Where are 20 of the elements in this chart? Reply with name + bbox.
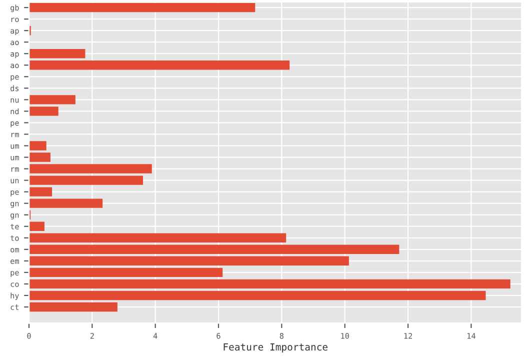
x-axis-title: Feature Importance xyxy=(224,343,328,352)
bar xyxy=(28,302,118,312)
bar xyxy=(28,49,86,58)
bar xyxy=(28,176,144,185)
bar xyxy=(28,60,290,70)
bar xyxy=(28,290,486,300)
bar xyxy=(28,164,152,174)
bar xyxy=(28,256,349,266)
bar xyxy=(28,2,256,12)
bar xyxy=(28,95,76,104)
bar xyxy=(28,233,286,242)
bar xyxy=(28,279,510,289)
bar xyxy=(28,106,58,116)
bar xyxy=(28,268,223,278)
bar xyxy=(28,141,46,150)
bar xyxy=(28,244,400,254)
bar xyxy=(28,152,50,162)
bar xyxy=(28,187,52,196)
bar xyxy=(28,222,44,231)
bar xyxy=(28,198,103,208)
